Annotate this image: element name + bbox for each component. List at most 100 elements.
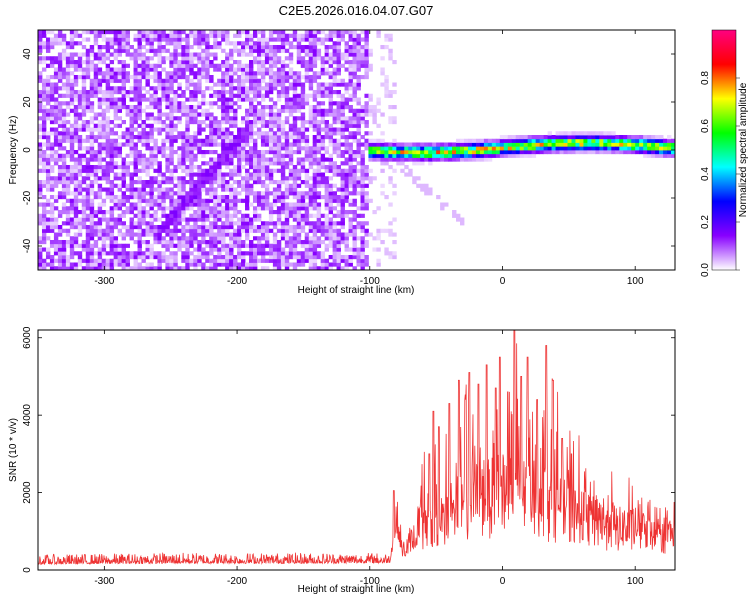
spectrogram-cell	[276, 123, 282, 128]
spectrogram-cell	[312, 127, 318, 132]
spectrogram-cell	[61, 187, 67, 192]
spectrogram-cell	[256, 93, 262, 98]
spectrogram-cell	[233, 108, 238, 113]
spectrogram-cell	[209, 120, 214, 125]
spectrogram-cell	[376, 258, 381, 263]
spectrogram-cell	[145, 191, 150, 196]
spectrogram-cell	[376, 206, 381, 211]
spectrogram-cell	[89, 217, 95, 222]
spectrogram-cell	[157, 251, 162, 256]
spectrogram-cell	[193, 228, 198, 233]
spectrogram-cell	[105, 217, 111, 222]
spectrogram-cell	[89, 258, 95, 263]
spectrogram-cell	[201, 187, 206, 192]
spectrogram-cell	[249, 82, 254, 87]
spectrogram-cell	[213, 210, 218, 215]
spectrogram-cell	[400, 142, 405, 147]
spectrogram-cell	[81, 93, 87, 98]
spectrogram-cell	[117, 262, 123, 267]
spectrogram-cell	[61, 127, 67, 132]
spectrogram-cell	[268, 131, 274, 136]
spectrogram-cell	[348, 168, 353, 173]
spectrogram-cell	[125, 78, 130, 83]
spectrogram-cell	[344, 180, 349, 185]
spectrogram-cell	[65, 101, 71, 106]
spectrogram-cell	[73, 180, 79, 185]
spectrogram-cell	[45, 138, 51, 143]
spectrogram-cell	[137, 56, 142, 61]
spectrogram-cell	[69, 123, 75, 128]
spectrogram-cell	[85, 135, 91, 140]
spectrogram-cell	[376, 247, 381, 252]
spectrogram-cell	[193, 240, 198, 245]
spectrogram-cell	[85, 101, 91, 106]
spectrogram-cell	[133, 187, 138, 192]
spectrogram-cell	[185, 180, 190, 185]
spectrogram-cell	[169, 142, 174, 147]
spectrogram-cell	[53, 221, 59, 226]
spectrogram-cell	[268, 63, 274, 68]
spectrogram-cell	[189, 240, 194, 245]
spectrogram-cell	[173, 168, 178, 173]
spectrogram-cell	[169, 228, 174, 233]
spectrogram-cell	[85, 52, 91, 57]
spectrogram-cell	[121, 255, 126, 260]
spectrogram-cell	[193, 93, 198, 98]
spectrogram-cell	[165, 225, 170, 230]
spectrogram-cell	[320, 258, 326, 263]
spectrogram-cell	[173, 93, 178, 98]
spectrogram-cell	[197, 228, 202, 233]
spectrogram-cell	[177, 131, 182, 136]
spectrogram-cell	[352, 123, 357, 128]
spectrogram-cell	[177, 228, 182, 233]
spectrogram-cell	[38, 123, 43, 128]
spectrogram-cell	[193, 71, 198, 76]
spectrogram-cell	[121, 236, 126, 241]
spectrogram-cell	[169, 191, 174, 196]
spectrogram-cell	[125, 127, 130, 132]
spectrogram-cell	[61, 243, 67, 248]
spectrogram-cell	[189, 45, 194, 50]
spectrogram-cell	[316, 168, 322, 173]
spectrogram-cell	[145, 232, 150, 237]
spectrogram-cell	[101, 131, 107, 136]
spectrogram-cell	[264, 221, 270, 226]
spectrogram-cell	[237, 228, 242, 233]
spectrogram-cell	[77, 172, 83, 177]
spectrogram-cell	[181, 93, 186, 98]
spectrogram-cell	[543, 146, 548, 151]
spectrogram-cell	[340, 198, 345, 203]
spectrogram-cell	[404, 142, 409, 147]
spectrogram-cell	[280, 33, 286, 38]
spectrogram-cell	[217, 93, 222, 98]
spectrogram-cell	[292, 255, 298, 260]
spectrogram-cell	[165, 123, 170, 128]
spectrogram-cell	[643, 135, 648, 140]
spectrogram-cell	[348, 191, 353, 196]
spectrogram-cell	[519, 142, 525, 147]
spectrogram-cell	[324, 221, 330, 226]
spectrogram-cell	[300, 228, 306, 233]
spectrogram-cell	[264, 37, 270, 42]
spectrogram-cell	[264, 191, 270, 196]
spectrogram-cell	[356, 258, 361, 263]
spectrogram-cell	[420, 157, 425, 162]
spectrogram-cell	[73, 108, 79, 113]
spectrogram-cell	[312, 262, 318, 267]
spectrogram-cell	[615, 142, 620, 147]
spectrogram-cell	[376, 33, 381, 38]
spectrogram-cell	[444, 142, 449, 147]
spectrogram-cell	[129, 183, 134, 188]
spectrogram-cell	[575, 138, 580, 143]
spectrogram-cell	[348, 33, 353, 38]
spectrogram-cell	[77, 210, 83, 215]
spectrogram-cell	[121, 183, 126, 188]
spectrogram-cell	[225, 78, 230, 83]
spectrogram-cell	[129, 221, 134, 226]
spectrogram-cell	[61, 161, 67, 166]
spectrogram-cell	[288, 56, 294, 61]
colorbar-tick-label: 0.8	[700, 71, 711, 85]
spectrogram-cell	[81, 258, 87, 263]
spectrogram-cell	[89, 120, 95, 125]
spectrogram-cell	[631, 142, 636, 147]
